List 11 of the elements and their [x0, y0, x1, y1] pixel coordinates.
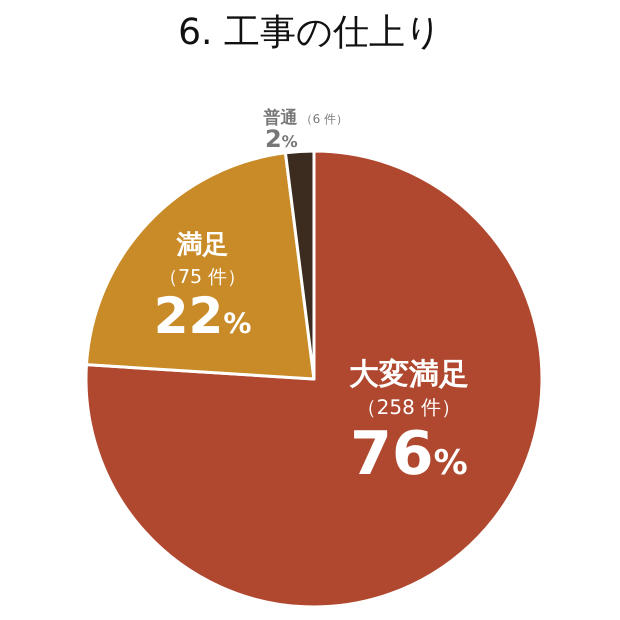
chart-title: 6. 工事の仕上り: [178, 12, 442, 53]
data-label: 76%: [350, 418, 468, 489]
text: （258 件）: [356, 394, 462, 419]
text: （75 件）: [158, 266, 246, 288]
data-label: 2%: [264, 125, 298, 153]
data-label: 22%: [154, 287, 252, 346]
slice-label: 普通: [262, 107, 298, 128]
text: （6 件）: [300, 112, 348, 126]
slice-label: 満足: [176, 230, 229, 260]
pie-slice: [84, 150, 544, 608]
slice-label: 大変満足: [348, 356, 469, 392]
